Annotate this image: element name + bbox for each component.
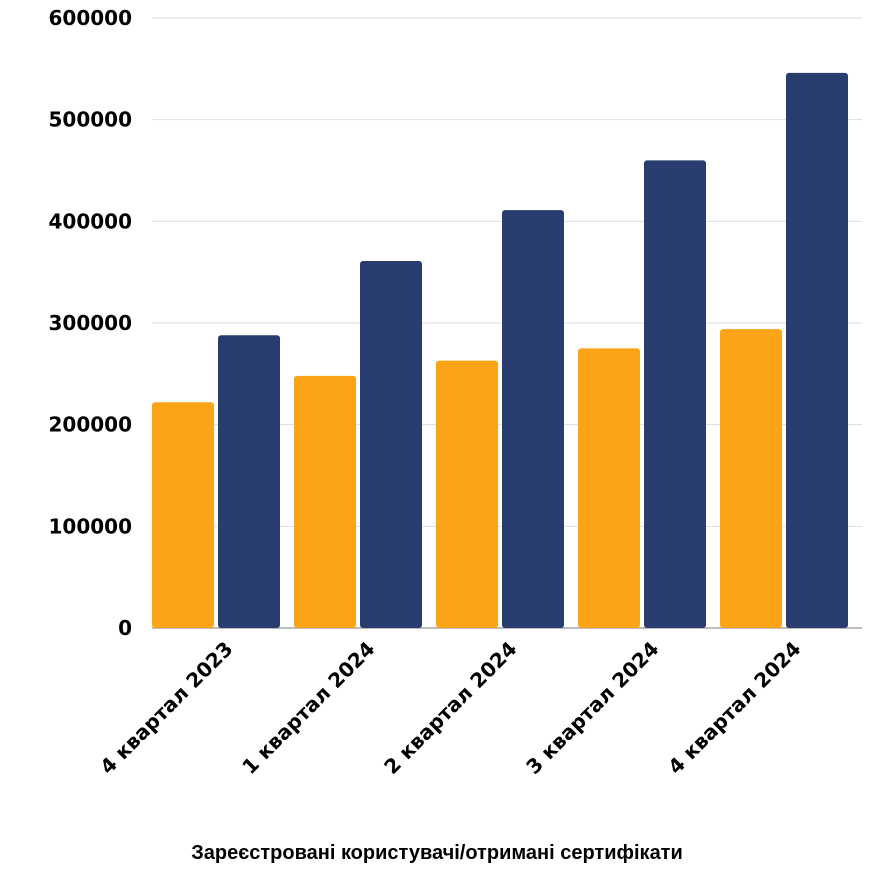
bar-series-1 bbox=[436, 360, 498, 628]
x-tick-label: 3 квартал 2024 bbox=[521, 637, 663, 779]
x-tick-label: 4 квартал 2023 bbox=[95, 637, 237, 779]
bar-series-1 bbox=[720, 329, 782, 628]
bar-series-1 bbox=[152, 402, 214, 628]
y-tick-label: 300000 bbox=[49, 311, 133, 335]
x-axis-labels: 4 квартал 2023 1 квартал 2024 2 квартал 20… bbox=[95, 637, 805, 779]
y-tick-label: 400000 bbox=[49, 209, 133, 233]
x-tick-label: 4 квартал 2024 bbox=[663, 637, 805, 779]
y-tick-label: 200000 bbox=[49, 413, 133, 437]
x-tick-label: 2 квартал 2024 bbox=[379, 637, 521, 779]
bar-series-2 bbox=[502, 210, 564, 628]
bar-series-2 bbox=[644, 160, 706, 629]
y-tick-label: 500000 bbox=[49, 108, 133, 132]
bar-series-2 bbox=[360, 260, 422, 628]
bars bbox=[152, 72, 848, 629]
y-axis-ticks: 0 100000 200000 300000 400000 500000 600000 bbox=[49, 6, 133, 640]
bar-series-2 bbox=[218, 335, 280, 628]
x-tick-label: 1 квартал 2024 bbox=[237, 637, 379, 779]
bar-series-1 bbox=[578, 348, 640, 628]
bar-series-2 bbox=[786, 72, 848, 628]
x-axis-caption: Зареєстровані користувачі/отримані серти… bbox=[191, 842, 683, 864]
y-tick-label: 100000 bbox=[49, 514, 133, 538]
bar-series-1 bbox=[294, 375, 356, 628]
bar-chart: 0 100000 200000 300000 400000 500000 600000 4 … bbox=[49, 6, 862, 779]
y-tick-label: 0 bbox=[118, 616, 132, 640]
y-tick-label: 600000 bbox=[49, 6, 133, 30]
